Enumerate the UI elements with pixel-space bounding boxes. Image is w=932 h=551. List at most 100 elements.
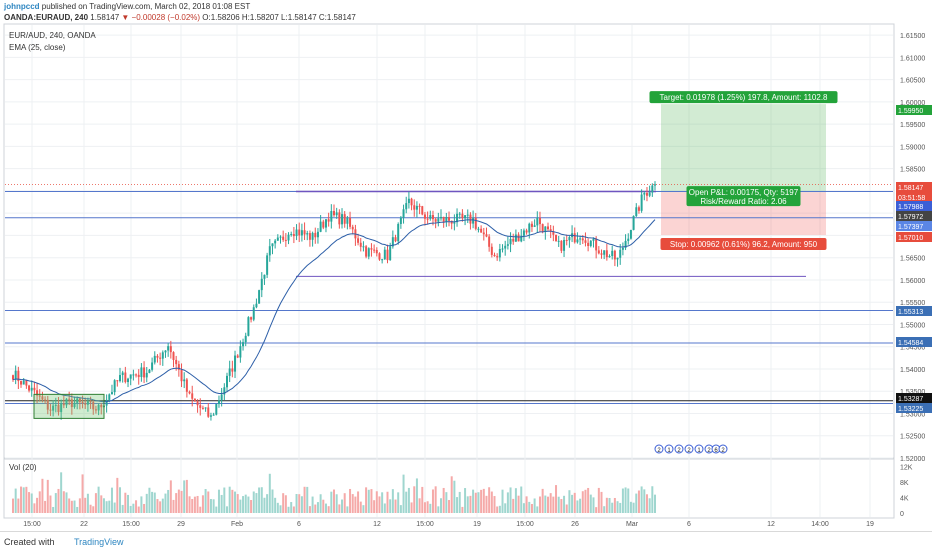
candle[interactable] [576, 239, 579, 243]
candle[interactable] [410, 198, 413, 206]
stop-label[interactable]: Stop: 0.00962 (0.61%) 96.2, Amount: 950 [660, 237, 827, 250]
candle[interactable] [437, 218, 440, 222]
candle[interactable] [568, 237, 571, 241]
event-marker[interactable] [654, 444, 664, 454]
candle[interactable] [327, 219, 330, 222]
candle[interactable] [49, 409, 52, 411]
candle[interactable] [247, 317, 250, 336]
candle[interactable] [440, 216, 442, 219]
candle[interactable] [381, 259, 384, 261]
candle[interactable] [108, 394, 111, 400]
candle[interactable] [359, 242, 362, 247]
candle[interactable] [603, 250, 606, 255]
candle[interactable] [362, 246, 365, 248]
candle[interactable] [563, 239, 566, 251]
candle[interactable] [204, 407, 207, 409]
candle[interactable] [260, 278, 263, 291]
candle[interactable] [573, 233, 576, 243]
event-marker[interactable] [684, 444, 694, 454]
candle[interactable] [228, 368, 231, 376]
candle[interactable] [579, 238, 582, 240]
candle[interactable] [338, 212, 341, 225]
candle[interactable] [520, 235, 523, 242]
candle[interactable] [188, 391, 191, 394]
candle[interactable] [25, 380, 28, 386]
candle[interactable] [394, 237, 397, 242]
candle[interactable] [28, 385, 31, 391]
candle[interactable] [645, 193, 648, 196]
candle[interactable] [62, 403, 65, 406]
candle[interactable] [538, 217, 541, 225]
candle[interactable] [490, 246, 493, 255]
candle[interactable] [367, 248, 370, 257]
candle[interactable] [375, 250, 378, 254]
candle[interactable] [592, 238, 595, 241]
candle[interactable] [482, 232, 485, 235]
candle[interactable] [632, 216, 635, 230]
candle[interactable] [308, 233, 311, 240]
candle[interactable] [595, 238, 598, 251]
candle[interactable] [137, 374, 140, 378]
candle[interactable] [341, 214, 344, 225]
candle[interactable] [135, 374, 138, 376]
candle[interactable] [423, 214, 426, 219]
candle[interactable] [212, 414, 215, 416]
candle[interactable] [456, 213, 459, 223]
candle[interactable] [151, 362, 154, 370]
candle[interactable] [418, 205, 421, 207]
candle[interactable] [501, 248, 504, 250]
candle[interactable] [209, 415, 212, 417]
candle[interactable] [303, 230, 306, 235]
candle[interactable] [643, 193, 646, 195]
candle[interactable] [448, 217, 451, 221]
candle[interactable] [185, 379, 188, 392]
candle[interactable] [565, 239, 568, 241]
candle[interactable] [442, 216, 445, 222]
candle[interactable] [407, 198, 410, 204]
price-chart[interactable]: Target: 0.01978 (1.25%) 197.8, Amount: 1… [0, 0, 932, 531]
candle[interactable] [648, 192, 651, 196]
candle[interactable] [413, 205, 416, 210]
candle[interactable] [512, 238, 515, 242]
candle[interactable] [464, 215, 467, 219]
candle[interactable] [316, 231, 319, 238]
candle[interactable] [589, 240, 592, 247]
candle[interactable] [132, 374, 135, 376]
candle[interactable] [469, 214, 472, 224]
candle[interactable] [44, 399, 47, 401]
candle[interactable] [616, 257, 619, 260]
candle[interactable] [119, 375, 121, 382]
candle[interactable] [619, 249, 622, 258]
candle[interactable] [517, 234, 520, 242]
candle[interactable] [169, 346, 172, 353]
candle[interactable] [629, 229, 632, 239]
candle[interactable] [145, 372, 148, 378]
candle[interactable] [41, 396, 44, 400]
candle[interactable] [624, 240, 627, 248]
candle[interactable] [549, 229, 552, 232]
candle[interactable] [191, 393, 194, 399]
candle[interactable] [600, 253, 603, 255]
candle[interactable] [300, 230, 303, 236]
candle[interactable] [242, 342, 245, 347]
candle[interactable] [386, 249, 389, 261]
candle[interactable] [156, 355, 159, 358]
candle[interactable] [637, 207, 640, 211]
candle[interactable] [640, 194, 643, 211]
candle[interactable] [76, 398, 79, 403]
candle[interactable] [236, 355, 239, 358]
candle[interactable] [509, 238, 512, 245]
candle[interactable] [522, 230, 525, 236]
candle[interactable] [193, 398, 196, 402]
candle[interactable] [255, 303, 258, 308]
candle[interactable] [429, 215, 432, 219]
candle[interactable] [199, 405, 202, 408]
candle[interactable] [148, 369, 151, 373]
candle[interactable] [426, 218, 429, 220]
candle[interactable] [97, 404, 100, 411]
candle[interactable] [528, 223, 531, 233]
candle[interactable] [167, 346, 170, 351]
candle[interactable] [153, 355, 156, 363]
candle[interactable] [38, 395, 41, 397]
candle[interactable] [57, 404, 60, 413]
